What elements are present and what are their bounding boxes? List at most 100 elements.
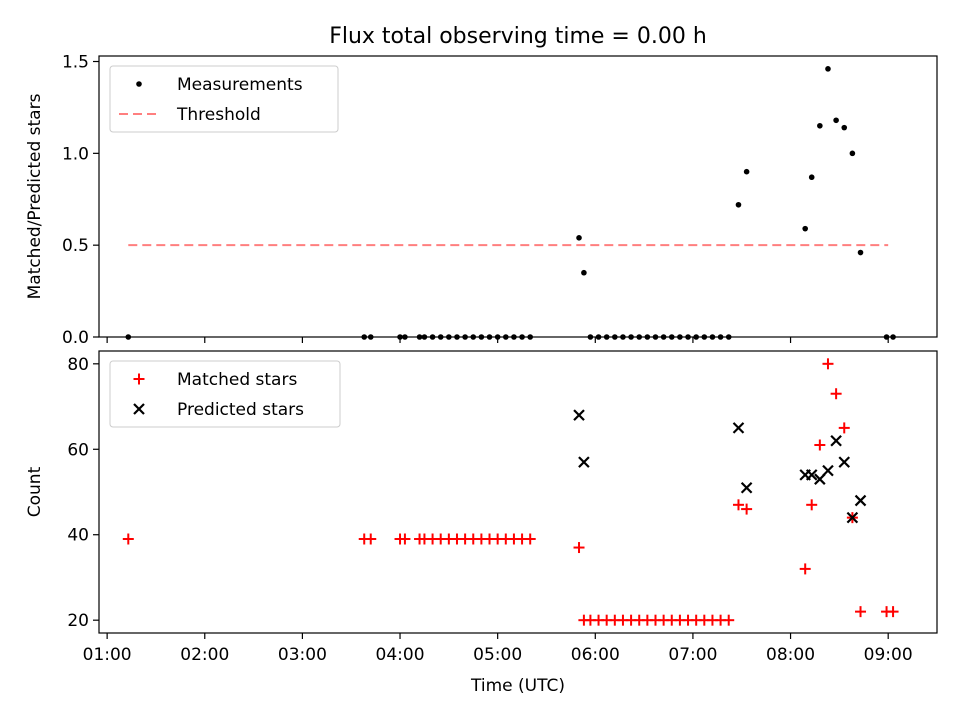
x-tick-label: 08:00 — [766, 645, 815, 665]
legend-marker-x — [133, 403, 145, 415]
predicted-point — [822, 464, 834, 477]
matched-point — [806, 499, 818, 511]
y-tick-label: 0.5 — [62, 236, 89, 256]
x-tick-label: 07:00 — [668, 645, 717, 665]
matched-point — [732, 499, 744, 511]
matched-point — [399, 533, 411, 545]
predicted-point-b — [740, 481, 753, 494]
y-tick-label: 1.5 — [62, 53, 89, 73]
measurement-point — [802, 225, 808, 232]
top-panel: 0.0 0.5 1.0 1.5 Matched/Predicted stars Measu… — [25, 53, 938, 348]
measurement-point — [402, 334, 408, 340]
figure-title: Flux total observing time = 0.00 h — [329, 24, 707, 49]
measurement-point — [717, 334, 724, 340]
measurement-point — [644, 334, 651, 340]
matched-point — [887, 606, 899, 618]
predicted-point — [578, 456, 590, 468]
matched-point — [822, 358, 834, 370]
legend-label: Threshold — [176, 105, 261, 125]
axes-frame — [98, 350, 938, 634]
legend-label: Measurements — [177, 75, 303, 95]
axes-frame — [98, 55, 938, 338]
measurement-point — [660, 334, 667, 340]
measurement-point — [367, 334, 374, 340]
matched-point — [741, 503, 753, 515]
measurement-point — [519, 334, 525, 340]
measurement-point — [685, 334, 691, 340]
matched-point — [524, 533, 536, 545]
predicted-point — [830, 434, 842, 447]
legend: Measurements Threshold — [109, 65, 339, 133]
x-tick-label: 02:00 — [180, 645, 229, 665]
predicted-point-b — [854, 494, 867, 507]
y-tick-label: 1.0 — [62, 144, 89, 164]
predicted-point — [814, 473, 826, 485]
legend-label: Predicted stars — [177, 400, 304, 420]
measurement-point — [595, 334, 602, 340]
measurement-point — [652, 334, 659, 340]
predicted-point — [846, 511, 859, 524]
measurement-point — [693, 334, 699, 340]
matched-point — [122, 533, 134, 545]
predicted-point-b — [830, 434, 842, 447]
matched-point — [799, 563, 811, 575]
measurement-point — [725, 334, 732, 340]
predicted-point — [573, 409, 585, 421]
measurement-point — [677, 334, 683, 340]
predicted-point — [740, 481, 753, 494]
measurement-point — [416, 334, 423, 340]
measurement-point — [808, 174, 815, 181]
predicted-point — [838, 456, 851, 468]
measurement-point — [636, 334, 643, 340]
x-tick-label: 05:00 — [473, 645, 522, 665]
matched-point — [855, 606, 867, 618]
predicted-point-b — [814, 473, 826, 485]
predicted-point-b — [838, 456, 851, 468]
measurement-point — [735, 201, 742, 208]
measurement-point — [470, 334, 477, 340]
measurement-point — [833, 117, 839, 124]
measurement-point — [486, 334, 493, 340]
measurement-point — [462, 334, 468, 340]
matched-point — [838, 422, 850, 434]
y-tick-label: 60 — [67, 440, 89, 460]
measurement-point — [454, 334, 460, 340]
measurement-point — [825, 66, 831, 72]
series-matched-stars — [122, 358, 899, 626]
measurement-point — [429, 334, 436, 340]
legend-label: Matched stars — [177, 370, 297, 390]
x-tick-label: 01:00 — [83, 645, 132, 665]
measurement-point — [709, 334, 716, 340]
measurement-point — [511, 334, 517, 340]
measurement-point — [849, 150, 856, 157]
predicted-point-b — [732, 422, 745, 434]
x-tick-label: 03:00 — [278, 645, 327, 665]
measurement-point — [587, 334, 594, 340]
x-tick-label: 04:00 — [376, 645, 425, 665]
measurement-point — [478, 334, 485, 340]
measurement-point — [612, 334, 618, 340]
measurement-point — [841, 124, 848, 131]
legend-marker-dot — [136, 81, 142, 87]
measurement-point — [576, 235, 582, 241]
series-predicted-stars — [573, 409, 867, 524]
series-measurements — [125, 66, 896, 340]
y-axis-label: Count — [25, 466, 45, 517]
predicted-point-b — [573, 409, 585, 421]
legend: Matched stars Predicted stars — [109, 360, 341, 428]
x-tick-label: 09:00 — [864, 645, 913, 665]
legend-box — [109, 65, 339, 133]
predicted-point — [805, 469, 818, 481]
measurement-point — [668, 334, 675, 340]
x-tick-label: 06:00 — [571, 645, 620, 665]
matched-point — [830, 388, 842, 400]
measurement-point — [857, 249, 864, 256]
legend-box — [109, 360, 341, 428]
x-axis-label: Time (UTC) — [470, 676, 565, 696]
matched-point — [814, 439, 826, 451]
measurement-point — [701, 334, 708, 340]
matched-point — [573, 542, 585, 554]
y-tick-label: 20 — [67, 611, 89, 631]
legend-marker-x-b — [133, 403, 145, 415]
